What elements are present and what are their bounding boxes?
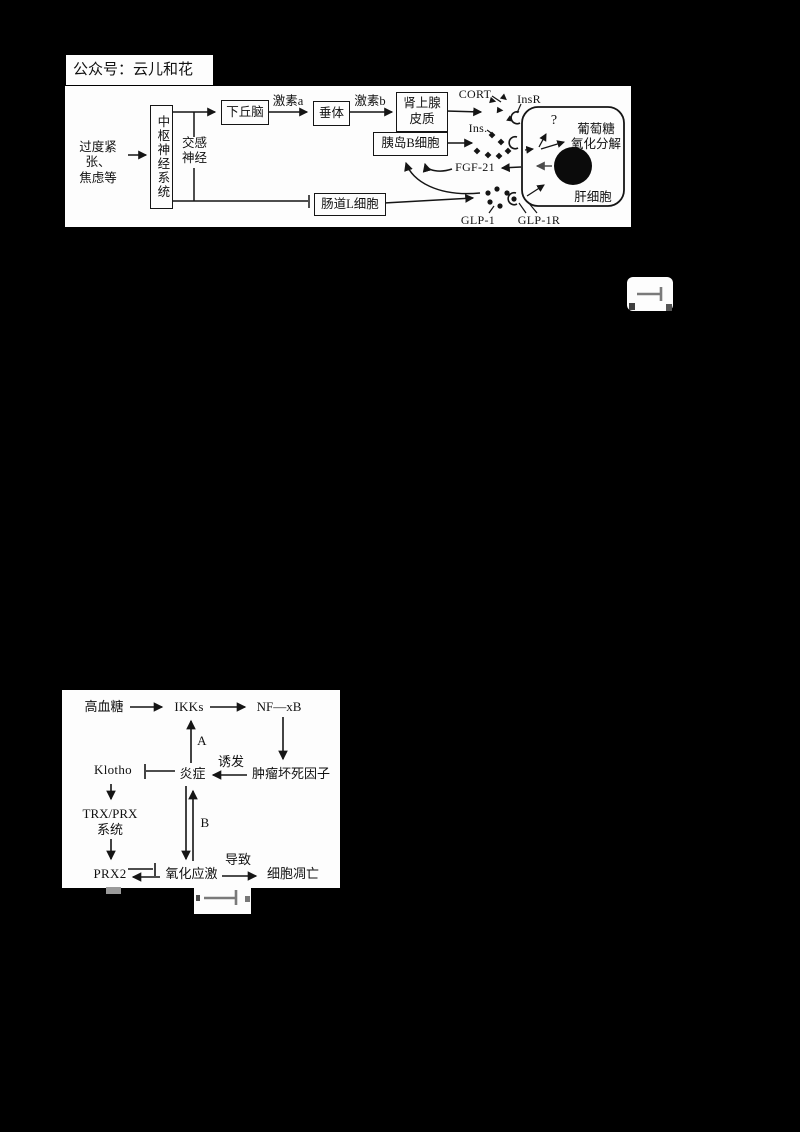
speck bbox=[245, 896, 250, 902]
node-inflammation: 炎症 bbox=[179, 766, 206, 781]
node-gut-l-cells: 肠道L细胞 bbox=[314, 193, 386, 216]
watermark-label: 公众号：云儿和花 bbox=[73, 62, 194, 78]
node-nfxb: NF—xB bbox=[256, 699, 302, 714]
speck bbox=[196, 895, 200, 901]
label-insr: InsR bbox=[517, 92, 541, 106]
speck bbox=[629, 303, 635, 310]
label-sympathetic-nerve: 交感 神经 bbox=[181, 136, 207, 166]
node-ikks: IKKs bbox=[174, 699, 204, 714]
node-tnf: 肿瘤坏死因子 bbox=[251, 766, 330, 781]
label-cause: 导致 bbox=[224, 852, 251, 867]
node-hyperglycemia: 高血糖 bbox=[84, 699, 124, 714]
node-stress: 过度紧张、 焦虑等 bbox=[79, 140, 117, 185]
node-pituitary: 垂体 bbox=[313, 101, 350, 126]
label-glp1: GLP-1 bbox=[460, 213, 496, 227]
watermark-panel bbox=[66, 55, 213, 85]
node-oxidative-stress: 氧化应激 bbox=[165, 866, 218, 881]
node-klotho: Klotho bbox=[94, 762, 132, 777]
label-induce: 诱发 bbox=[217, 754, 244, 769]
label-fgf21: FGF-21 bbox=[455, 160, 495, 174]
node-trx-prx-system: TRX/PRX 系统 bbox=[82, 806, 138, 837]
label-liver-cell: 肝细胞 bbox=[574, 190, 612, 204]
label-b: B bbox=[200, 815, 210, 830]
label-hormone-b: 激素b bbox=[354, 94, 386, 108]
speck bbox=[666, 304, 672, 311]
node-adrenal-cortex: 肾上腺 皮质 bbox=[396, 92, 448, 132]
speck bbox=[106, 887, 121, 894]
label-ins: Ins. bbox=[468, 121, 488, 135]
node-hypothalamus: 下丘脑 bbox=[221, 100, 269, 125]
bottom-diagram-panel bbox=[62, 690, 340, 888]
node-prx2: PRX2 bbox=[93, 866, 127, 881]
label-hormone-a: 激素a bbox=[272, 94, 304, 108]
artifact-patch-bottom bbox=[194, 883, 251, 914]
node-cns: 中枢神经系统 bbox=[150, 105, 173, 209]
label-glp1r: GLP-1R bbox=[517, 213, 561, 227]
label-cort: CORT bbox=[458, 87, 492, 101]
label-glucose-oxidation: 葡萄糖 氧化分解 bbox=[570, 122, 621, 152]
node-apoptosis: 细胞凋亡 bbox=[266, 866, 319, 881]
label-a: A bbox=[197, 733, 207, 748]
node-islet-b-cells: 胰岛B细胞 bbox=[373, 132, 448, 156]
label-question-mark: ? bbox=[550, 113, 558, 128]
